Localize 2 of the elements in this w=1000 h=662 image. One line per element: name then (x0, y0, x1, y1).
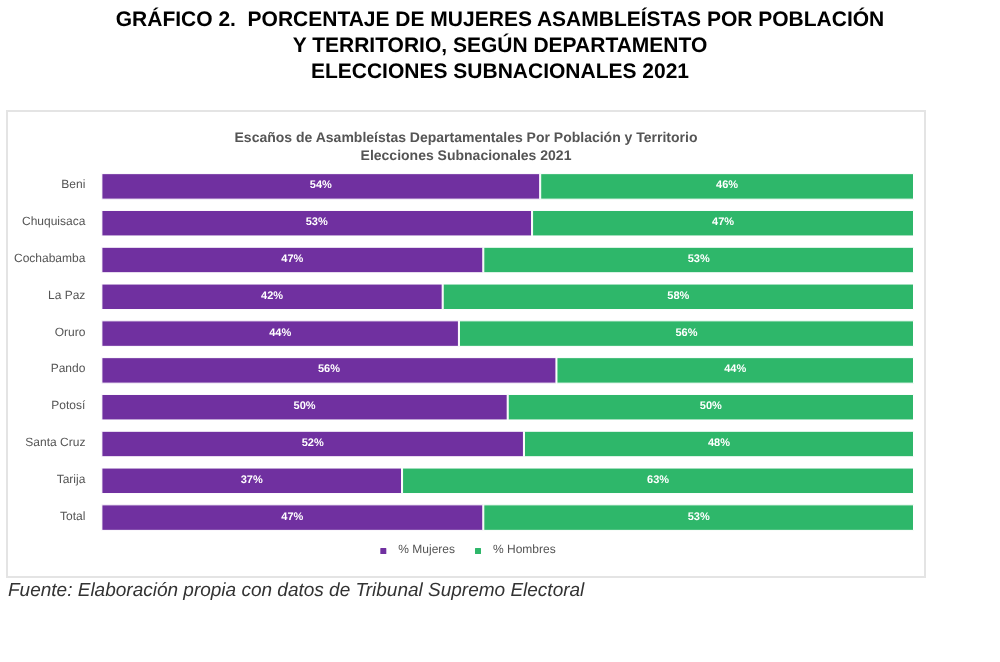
chart-title: GRÁFICO 2. PORCENTAJE DE MUJERES ASAMBLEÍSTAS POR POBLACIÓN Y TERRITORIO, SEGÚN DEPARTAMENTO ELECCIONES SUBNACIONALES 2021 (113, 8, 887, 86)
source-note: Fuente: Elaboración propia con datos de Tribunal Supremo Electoral (8, 580, 585, 602)
